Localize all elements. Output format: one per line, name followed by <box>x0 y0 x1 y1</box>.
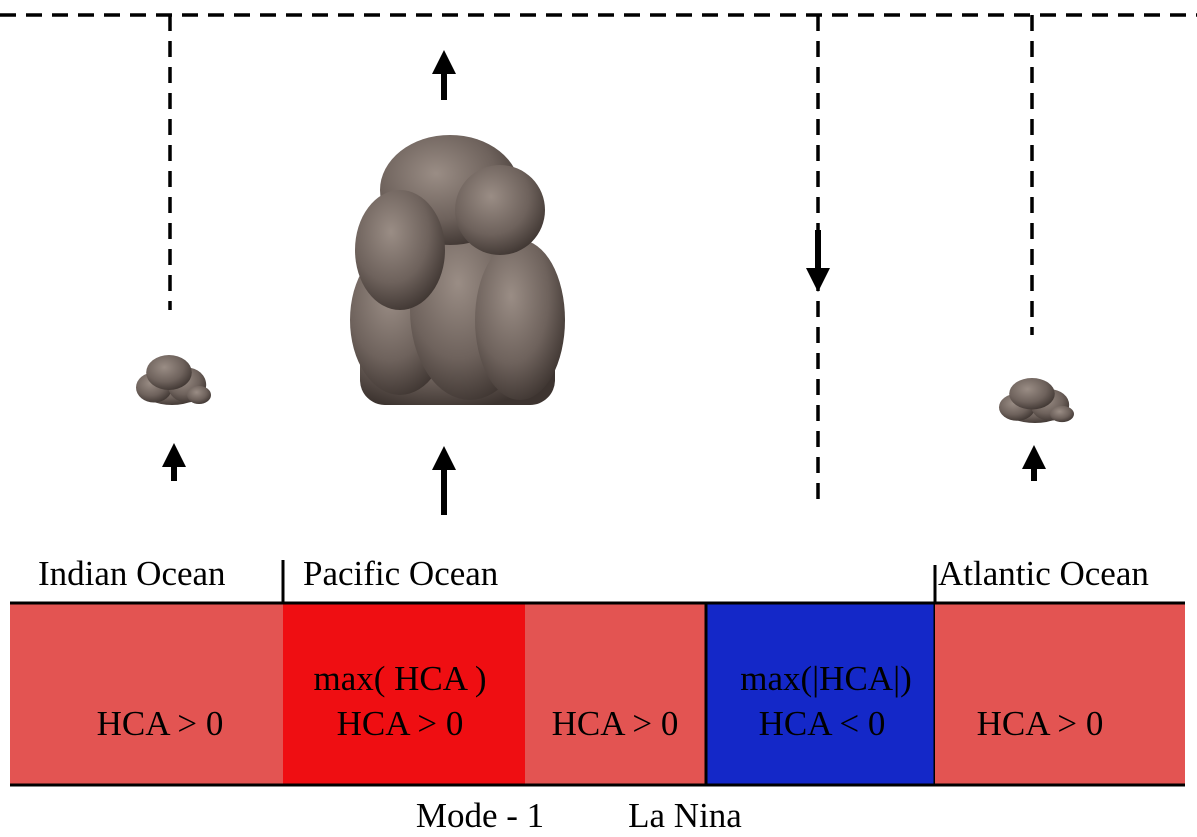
box <box>10 603 283 785</box>
ocean-label: Indian Ocean <box>38 554 226 593</box>
box-text: HCA > 0 <box>97 704 224 743</box>
ocean-label: Atlantic Ocean <box>938 554 1149 593</box>
cloud <box>136 355 211 405</box>
cloud <box>350 135 565 405</box>
caption: La Nina <box>628 796 742 835</box>
arrows <box>174 62 1034 515</box>
box-text: max(|HCA|) <box>740 659 911 698</box>
caption: Mode - 1 <box>416 796 544 835</box>
cloud <box>999 378 1074 423</box>
box-text: HCA > 0 <box>977 704 1104 743</box>
box-text: HCA > 0 <box>552 704 679 743</box>
box-text: max( HCA ) <box>313 659 486 698</box>
box <box>525 603 706 785</box>
ocean-boxes: HCA > 0 max( HCA ) HCA > 0 HCA > 0 max(|… <box>10 603 1185 785</box>
ocean-label: Pacific Ocean <box>303 554 498 593</box>
box-text: HCA < 0 <box>759 704 886 743</box>
box <box>935 603 1185 785</box>
box-text: HCA > 0 <box>337 704 464 743</box>
diagram: Indian Ocean Pacific Ocean Atlantic Ocea… <box>0 0 1197 837</box>
